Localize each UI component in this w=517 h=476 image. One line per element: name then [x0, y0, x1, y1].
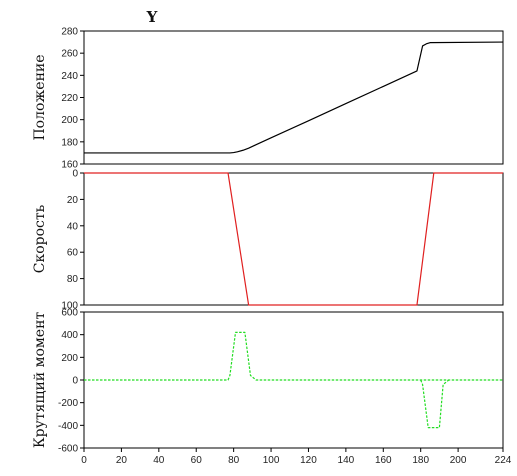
- x-tick-label: 160: [375, 455, 392, 466]
- x-tick-label: 60: [191, 455, 203, 466]
- y-axis-label: Скорость: [32, 204, 48, 273]
- y-tick-label: 40: [67, 221, 79, 232]
- x-tick-label: 224: [495, 455, 512, 466]
- y-tick-label: 200: [61, 115, 78, 126]
- y-tick-label: 60: [67, 248, 79, 259]
- x-tick-label: 80: [228, 455, 240, 466]
- chart-title: Y: [146, 8, 158, 26]
- y-tick-label: 600: [61, 308, 78, 319]
- x-tick-label: 20: [116, 455, 128, 466]
- panels: 160180200220240260280Положение0204060801…: [32, 27, 512, 467]
- series-line-0: [84, 332, 503, 380]
- y-tick-label: 180: [61, 137, 78, 148]
- x-tick-label: 100: [263, 455, 280, 466]
- y-axis-label: Крутящий момент: [32, 312, 48, 449]
- series-line-1: [421, 380, 449, 428]
- panel-2: -600 -400 -200 0 200 400 600 Крутящий момент: [32, 308, 503, 455]
- x-tick-label: 200: [450, 455, 467, 466]
- y-tick-label: -600: [58, 444, 78, 455]
- y-tick-label: 80: [67, 274, 79, 285]
- panel-frame: [84, 31, 503, 164]
- x-axis: 0 20 40 60 80 100 120 140 160 180 200 224: [81, 448, 512, 466]
- x-tick-label: 120: [300, 455, 317, 466]
- y-tick-label: 20: [67, 195, 79, 206]
- x-tick-label: 180: [412, 455, 429, 466]
- y-tick-label: 260: [61, 49, 78, 60]
- y-tick-label: -200: [58, 398, 78, 409]
- x-tick-label: 40: [153, 455, 165, 466]
- series-line-0: [84, 173, 503, 305]
- y-tick-label: 280: [61, 27, 78, 38]
- y-tick-label: 200: [61, 353, 78, 364]
- y-tick-label: 400: [61, 330, 78, 341]
- y-axis-label: Положение: [32, 54, 48, 140]
- y-tick-label: 240: [61, 71, 78, 82]
- y-tick-label: 0: [72, 376, 78, 387]
- y-tick-label: -400: [58, 421, 78, 432]
- x-tick-label: 140: [338, 455, 355, 466]
- y-tick-label: 220: [61, 93, 78, 104]
- series-line-0: [84, 42, 503, 153]
- x-tick-label: 0: [81, 455, 87, 466]
- panel-frame: [84, 173, 503, 305]
- y-tick-label: 0: [72, 169, 78, 180]
